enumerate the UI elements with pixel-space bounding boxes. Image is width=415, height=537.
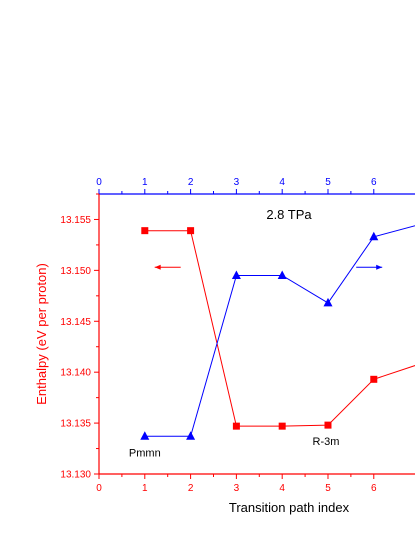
left-tick-label: 13.130 — [60, 470, 91, 481]
left-tick-label: 13.155 — [60, 215, 91, 226]
top-tick-label: 6 — [371, 177, 377, 188]
triangle-marker — [323, 297, 333, 307]
axes-layer — [94, 189, 415, 479]
square-marker — [278, 422, 286, 430]
bottom-tick-label: 6 — [371, 483, 377, 494]
triangle-marker — [186, 431, 196, 440]
series-square-line — [144, 230, 415, 427]
square-marker — [141, 227, 149, 235]
square-marker — [324, 421, 332, 429]
series-layer — [140, 225, 415, 440]
top-tick-label: 0 — [96, 177, 102, 188]
series-triangle-line — [144, 225, 415, 437]
label-layer: 0 1 2 3 4 5 6 0 1 2 3 4 5 6 13.130 13.135 13.140 13.145 13… — [60, 177, 383, 494]
top-tick-label: 2 — [188, 177, 194, 188]
left-tick-label: 13.145 — [60, 317, 91, 328]
bottom-tick-label: 2 — [188, 483, 194, 494]
phase-label: R-3m — [313, 436, 340, 448]
left-axis-label: Enthalpy (eV per proton) — [34, 263, 49, 405]
top-tick-label: 5 — [325, 177, 331, 188]
left-tick-label: 13.140 — [60, 368, 91, 379]
triangle-marker — [277, 270, 287, 279]
square-marker — [187, 227, 195, 235]
pressure-annotation: 2.8 TPa — [266, 207, 312, 222]
bottom-tick-label: 1 — [142, 483, 148, 494]
bottom-tick-label: 4 — [279, 483, 285, 494]
square-marker — [370, 375, 378, 383]
square-marker — [232, 422, 240, 430]
direction-arrow-head — [376, 264, 383, 270]
triangle-marker — [369, 231, 379, 241]
left-tick-label: 13.150 — [60, 266, 91, 277]
bottom-tick-label: 3 — [234, 483, 240, 494]
bottom-tick-label: 0 — [96, 483, 102, 494]
top-tick-label: 4 — [279, 177, 285, 188]
bottom-axis-label: Transition path index — [229, 500, 350, 515]
left-tick-label: 13.135 — [60, 419, 91, 430]
direction-arrow-head — [154, 264, 161, 270]
phase-label: Pmmn — [129, 447, 161, 459]
triangle-marker — [140, 431, 150, 440]
top-tick-label: 3 — [234, 177, 240, 188]
triangle-marker — [231, 270, 241, 279]
top-tick-label: 1 — [142, 177, 148, 188]
bottom-tick-label: 5 — [325, 483, 331, 494]
